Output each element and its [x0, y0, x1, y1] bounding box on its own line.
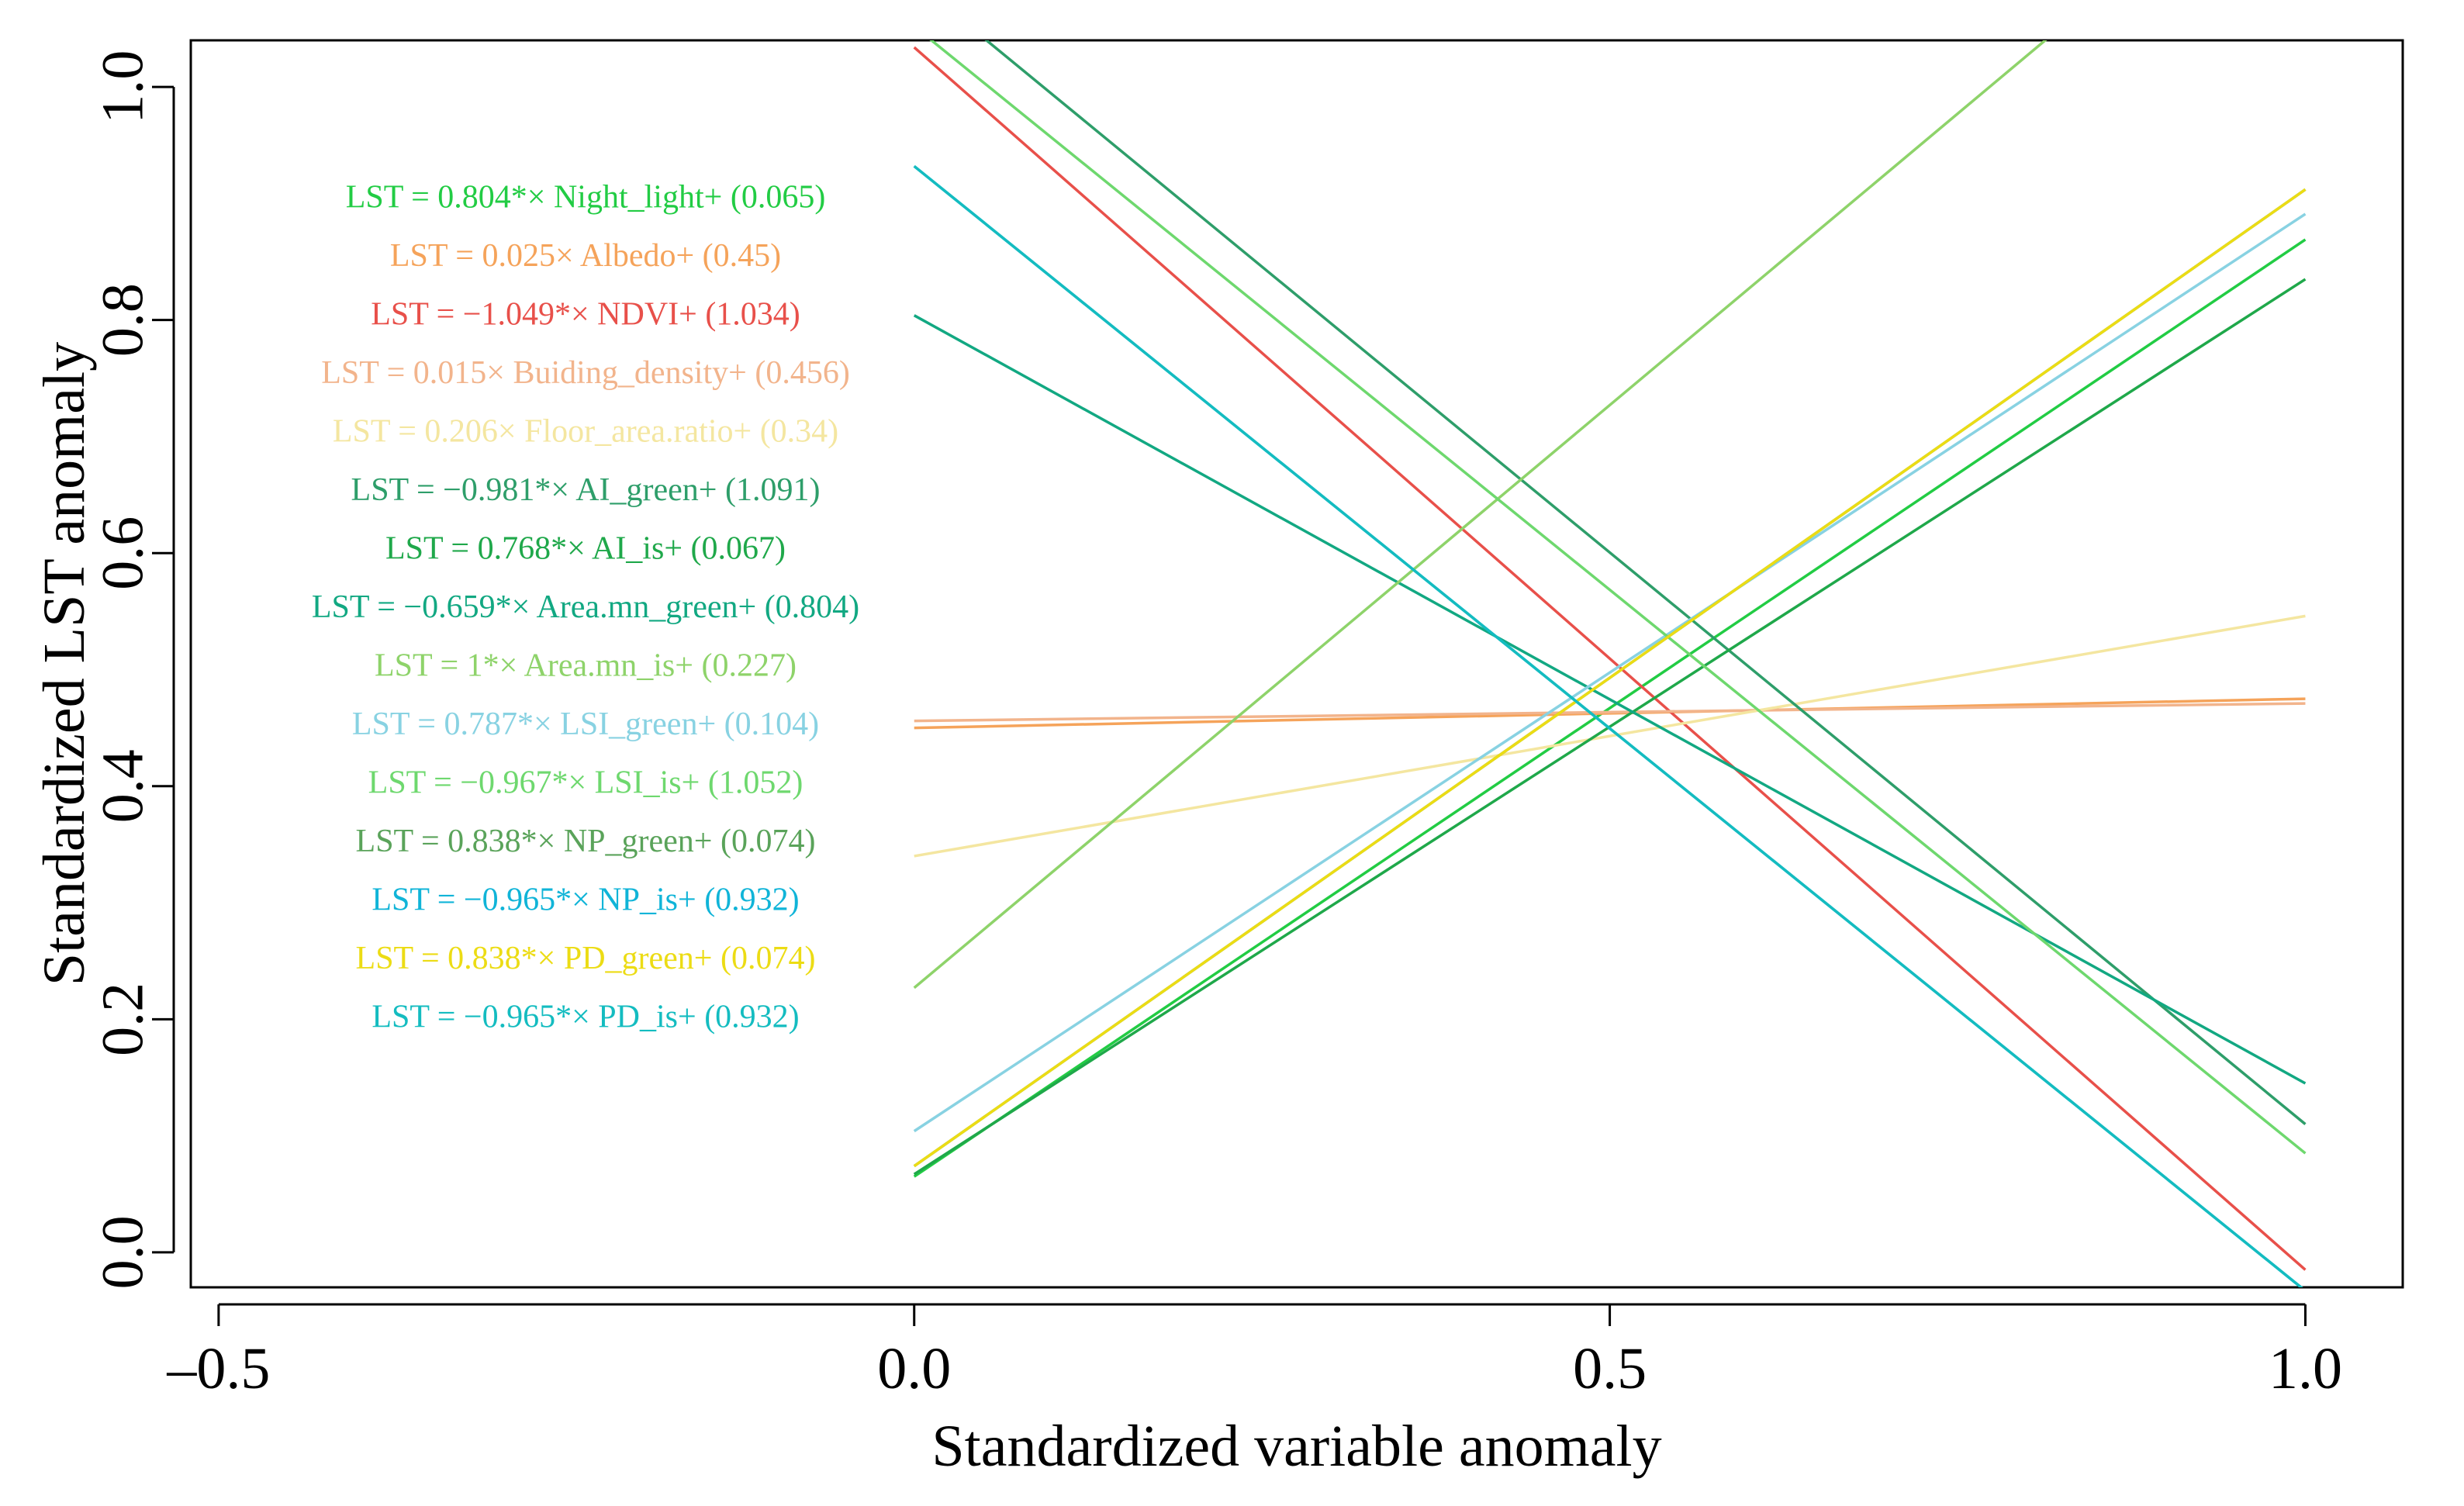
x-tick-label: 1.0 — [2269, 1336, 2342, 1401]
series-line — [913, 278, 2307, 1176]
legend-entry: LST = −0.967*× LSI_is+ (1.052) — [368, 765, 803, 801]
y-tick-label: 0.0 — [90, 1215, 155, 1289]
y-tick-label: 0.6 — [90, 516, 155, 590]
x-axis: –0.5 0.0 0.5 1.0 — [166, 1303, 2342, 1401]
series-line — [984, 40, 2307, 1125]
series-line — [913, 212, 2307, 1133]
legend: LST = 0.804*× Night_light+ (0.065) LST = … — [312, 180, 859, 1035]
series-line — [913, 238, 2307, 1178]
legend-entry: LST = 0.838*× NP_green+ (0.074) — [356, 824, 816, 859]
series-line — [913, 164, 2303, 1287]
x-tick-label: 0.0 — [877, 1336, 951, 1401]
legend-entry: LST = −0.965*× PD_is+ (0.932) — [372, 1000, 799, 1035]
x-tick-label: –0.5 — [166, 1336, 270, 1401]
series-line — [913, 188, 2307, 1168]
legend-entry: LST = 0.787*× LSI_green+ (0.104) — [352, 706, 819, 742]
legend-entry: LST = 0.804*× Night_light+ (0.065) — [346, 180, 826, 216]
series-line — [914, 614, 2306, 858]
legend-entry: LST = −1.049*× NDVI+ (1.034) — [371, 297, 800, 333]
plot-frame — [189, 39, 2404, 1289]
y-axis-title: Standardized LST anomaly — [32, 342, 97, 986]
legend-entry: LST = 0.015× Buiding_density+ (0.456) — [321, 355, 850, 391]
y-tick-label: 0.8 — [90, 283, 155, 357]
series-line — [929, 40, 2307, 1155]
x-tick-label: 0.5 — [1573, 1336, 1647, 1401]
legend-entry: LST = 0.768*× AI_is+ (0.067) — [385, 531, 786, 567]
series-line — [913, 46, 2307, 1271]
y-tick-label: 1.0 — [90, 50, 155, 124]
x-axis-title: Standardized variable anomaly — [931, 1414, 1661, 1479]
series-lines — [913, 40, 2307, 1287]
legend-entry: LST = 0.206× Floor_area.ratio+ (0.34) — [333, 414, 838, 450]
series-line — [914, 702, 2306, 723]
series-line — [913, 40, 2048, 990]
legend-entry: LST = 0.025× Albedo+ (0.45) — [390, 238, 781, 274]
y-tick-label: 0.2 — [90, 983, 155, 1056]
legend-entry: LST = 0.838*× PD_green+ (0.074) — [356, 941, 816, 976]
series-line — [913, 314, 2307, 1085]
y-axis: 0.0 0.2 0.4 0.6 0.8 1.0 — [90, 50, 175, 1289]
y-tick-label: 0.4 — [90, 749, 155, 823]
legend-entry: LST = −0.659*× Area.mn_green+ (0.804) — [312, 589, 859, 625]
legend-entry: LST = 1*× Area.mn_is+ (0.227) — [375, 648, 797, 684]
legend-entry: LST = −0.981*× AI_green+ (1.091) — [351, 472, 821, 508]
legend-entry: LST = −0.965*× NP_is+ (0.932) — [372, 883, 799, 918]
